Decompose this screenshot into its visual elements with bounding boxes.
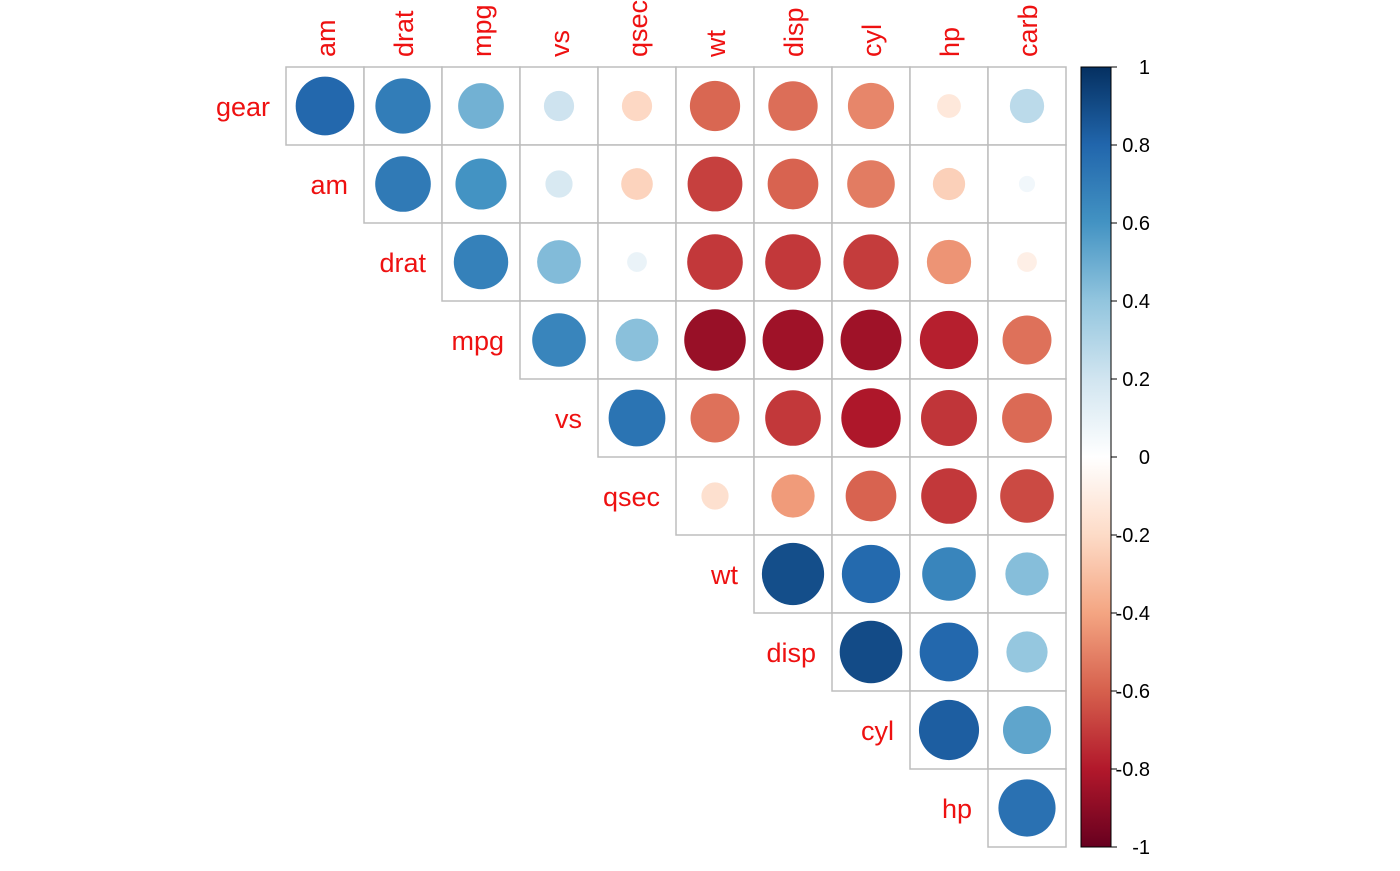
corr-circle-hp-carb [998, 779, 1056, 837]
corr-circle-cyl-carb [1002, 705, 1052, 755]
colorbar-tick-label: 0 [1139, 447, 1150, 469]
row-label-cyl: cyl [861, 716, 894, 746]
row-label-gear: gear [216, 92, 270, 122]
colorbar-gradient [1080, 66, 1112, 848]
corr-circle-drat-disp [765, 234, 821, 290]
corr-circle-vs-cyl [841, 388, 901, 448]
corr-circle-wt-cyl [841, 544, 901, 604]
corr-circle-am-carb [1018, 175, 1036, 193]
column-label-drat: drat [389, 10, 419, 57]
column-label-qsec: qsec [623, 0, 653, 57]
corr-circle-am-hp [932, 167, 966, 201]
corr-circle-mpg-wt [684, 309, 746, 371]
corr-circle-disp-cyl [839, 620, 903, 684]
grid-cell-am-qsec [597, 144, 677, 224]
corr-circle-am-drat [375, 156, 431, 212]
corr-circle-disp-carb [1006, 631, 1048, 673]
colorbar: 1 0.8 0.6 0.4 0.2 0 -0.2 -0.4 -0.6 -0.8 -1 [1080, 57, 1150, 859]
corr-circle-gear-mpg [458, 83, 504, 129]
corr-circle-drat-hp [926, 239, 972, 285]
corr-circle-am-wt [687, 156, 743, 212]
corr-circle-drat-mpg [453, 234, 509, 290]
corr-circle-vs-disp [765, 390, 821, 446]
corr-circle-drat-qsec [627, 252, 647, 272]
colorbar-tick-label: -0.8 [1116, 759, 1150, 781]
corr-circle-gear-carb [1009, 88, 1045, 124]
row-label-vs: vs [555, 404, 582, 434]
column-label-mpg: mpg [467, 4, 497, 57]
corr-circle-gear-cyl [847, 82, 895, 130]
corr-circle-vs-qsec [608, 389, 666, 447]
column-label-disp: disp [779, 7, 809, 57]
corr-circle-qsec-carb [1000, 469, 1054, 523]
grid-cell-drat-qsec [597, 222, 677, 302]
colorbar-tick-label: -0.4 [1116, 603, 1150, 625]
colorbar-tick-label: 0.8 [1122, 135, 1150, 157]
row-label-hp: hp [942, 794, 972, 824]
row-label-disp: disp [766, 638, 816, 668]
column-label-cyl: cyl [857, 24, 887, 57]
corr-circle-qsec-hp [921, 468, 977, 524]
circle-layer [295, 76, 1056, 837]
colorbar-tick-label: 0.6 [1122, 213, 1150, 235]
row-label-wt: wt [710, 560, 738, 590]
corr-circle-mpg-hp [919, 310, 979, 370]
corr-circle-drat-carb [1017, 252, 1037, 272]
corr-circle-vs-carb [1002, 393, 1052, 443]
corr-circle-cyl-hp [918, 699, 980, 761]
row-label-qsec: qsec [603, 482, 660, 512]
corr-circle-gear-qsec [621, 90, 653, 122]
corr-circle-am-vs [545, 170, 573, 198]
colorbar-tick-label: 1 [1139, 57, 1150, 79]
corr-circle-gear-am [295, 76, 355, 136]
corr-circle-vs-hp [920, 389, 978, 447]
corr-circle-wt-disp [761, 542, 825, 606]
column-label-hp: hp [935, 27, 965, 57]
column-label-wt: wt [701, 30, 731, 58]
corr-circle-qsec-disp [771, 474, 815, 518]
corr-circle-gear-hp [937, 94, 961, 118]
corr-circle-drat-vs [537, 240, 581, 284]
corr-circle-mpg-vs [532, 313, 586, 367]
corr-circle-drat-cyl [843, 234, 899, 290]
colorbar-tick-label: -1 [1132, 837, 1150, 859]
row-label-am: am [310, 170, 348, 200]
corr-circle-mpg-qsec [615, 318, 659, 362]
row-labels: gear am drat mpg vs qsec wt disp cyl hp [216, 92, 972, 824]
corr-circle-gear-wt [689, 80, 741, 132]
corr-circle-drat-wt [687, 234, 743, 290]
column-label-vs: vs [545, 30, 575, 57]
column-label-am: am [311, 19, 341, 57]
corr-circle-gear-disp [768, 81, 818, 131]
corr-circle-am-disp [767, 158, 819, 210]
row-label-mpg: mpg [451, 326, 504, 356]
corr-circle-am-qsec [621, 168, 653, 200]
colorbar-tick-label: 0.2 [1122, 369, 1150, 391]
colorbar-tick-label: -0.2 [1116, 525, 1150, 547]
row-label-drat: drat [379, 248, 426, 278]
colorbar-tick-label: -0.6 [1116, 681, 1150, 703]
corr-circle-am-cyl [847, 160, 895, 208]
corr-circle-gear-vs [543, 90, 575, 122]
column-labels: am drat mpg vs qsec wt disp cyl hp carb [311, 0, 1043, 58]
corr-circle-gear-drat [375, 78, 431, 134]
corr-circle-qsec-wt [701, 482, 729, 510]
corr-circle-disp-hp [919, 622, 979, 682]
corr-circle-mpg-cyl [840, 309, 902, 371]
colorbar-tick-label: 0.4 [1122, 291, 1150, 313]
corr-circle-am-mpg [455, 158, 507, 210]
column-label-carb: carb [1013, 4, 1043, 57]
grid-cell-gear-cyl [831, 66, 911, 146]
corr-circle-vs-wt [690, 393, 740, 443]
grid-cell-qsec-wt [675, 456, 755, 536]
corr-circle-mpg-carb [1002, 315, 1052, 365]
corr-circle-wt-carb [1005, 552, 1049, 596]
corr-circle-wt-hp [922, 547, 976, 601]
corr-circle-mpg-disp [762, 309, 824, 371]
corr-circle-qsec-cyl [845, 470, 897, 522]
